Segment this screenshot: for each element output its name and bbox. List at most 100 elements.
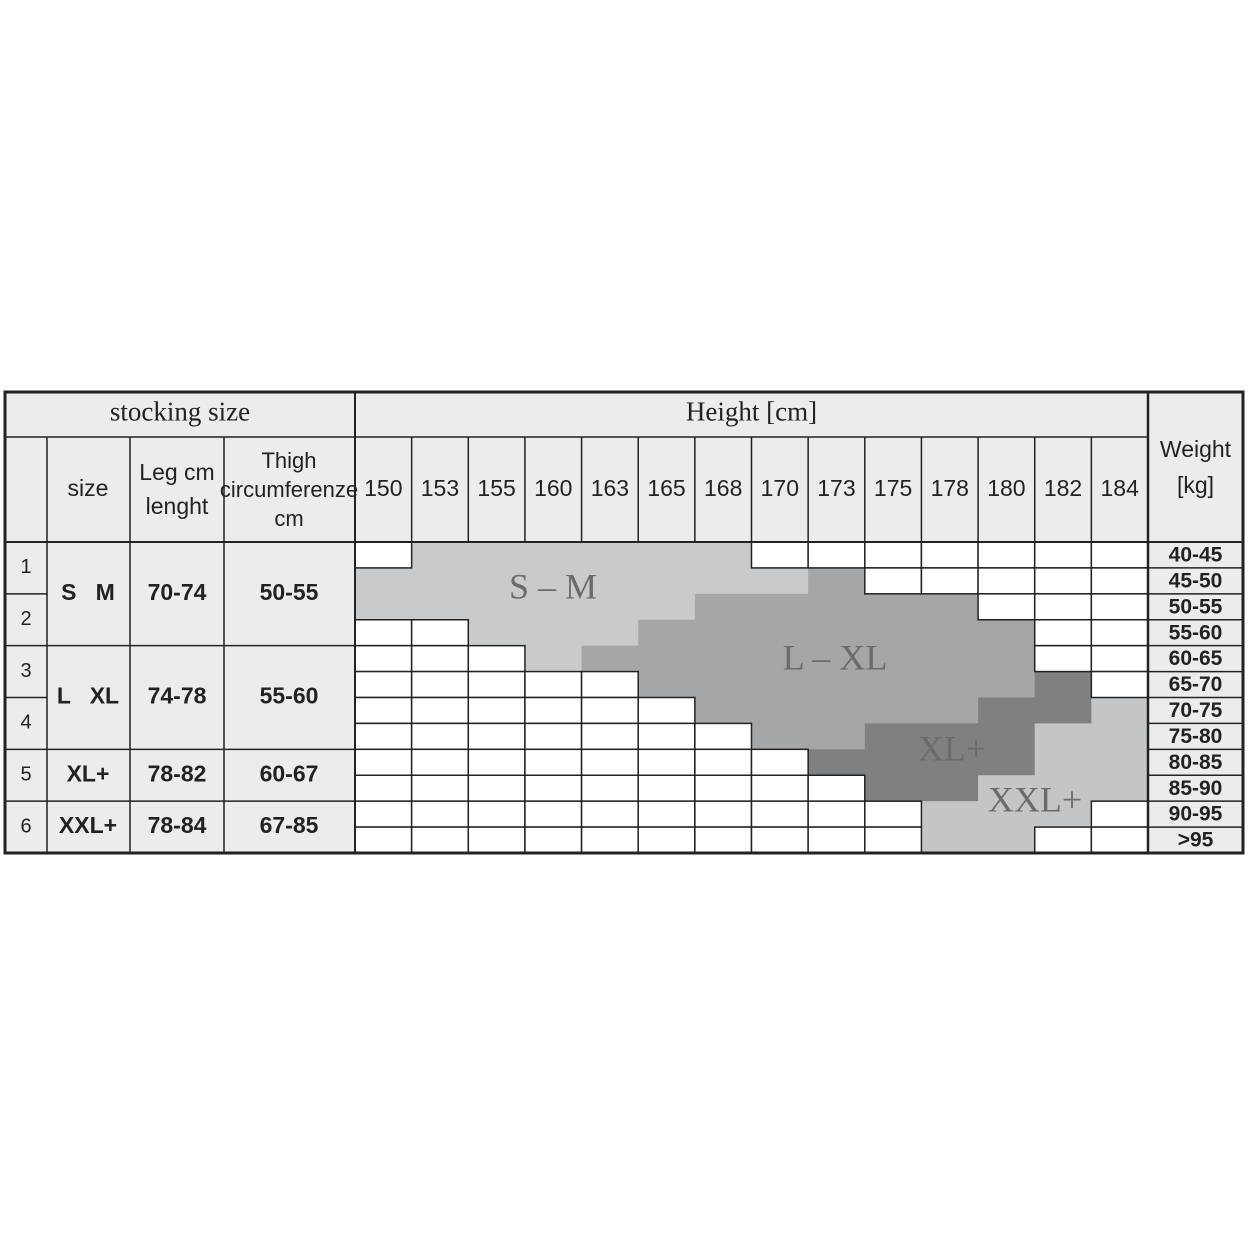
zone-label: XXL+	[988, 779, 1082, 819]
size-name: XXL+	[59, 812, 117, 838]
zone-cell	[978, 619, 1036, 647]
zone-cell	[1034, 749, 1092, 776]
grid-cell	[694, 722, 753, 751]
zone-label: L – XL	[783, 637, 888, 677]
grid-cell	[410, 722, 470, 751]
grid-cell	[410, 774, 470, 802]
grid-cell	[1090, 670, 1149, 699]
left-bg	[5, 392, 355, 853]
leg-length: 74-78	[148, 683, 207, 709]
zone-cell	[1091, 697, 1149, 725]
zone-cell	[581, 619, 639, 647]
grid-cell	[1090, 567, 1149, 595]
grid-cell	[467, 826, 526, 854]
grid-cell	[354, 619, 413, 647]
size-name: L XL	[57, 683, 119, 709]
grid-cell	[580, 774, 639, 802]
grid-cell	[750, 774, 809, 802]
grid-cell	[1090, 541, 1149, 569]
grid-cell	[694, 774, 753, 802]
zone-cell	[468, 593, 526, 621]
weight-label: 75-80	[1169, 725, 1223, 748]
grid-cell	[580, 670, 639, 699]
zone-cell	[978, 723, 1036, 750]
grid-cell	[750, 826, 809, 854]
grid-cell	[580, 722, 639, 751]
column-leg: Leg cm	[139, 459, 214, 485]
grid-cell	[864, 826, 923, 854]
zone-cell	[355, 593, 413, 621]
height-label: 184	[1100, 475, 1139, 501]
zone-cell	[921, 801, 979, 828]
grid-cell	[694, 748, 753, 776]
zone-cell	[864, 645, 923, 673]
weight-label: 45-50	[1169, 569, 1223, 592]
height-label: 178	[931, 475, 969, 501]
weight-label: 40-45	[1169, 544, 1223, 567]
grid-cell	[354, 774, 413, 802]
grid-cell	[864, 541, 923, 569]
grid-cell	[410, 826, 470, 854]
grid-cell	[354, 541, 413, 569]
grid-cell	[977, 541, 1036, 569]
grid-cell	[410, 748, 470, 776]
grid-cell	[524, 800, 583, 828]
zone-cell	[1091, 723, 1149, 750]
zone-cell	[864, 775, 923, 802]
zone-cell	[411, 593, 469, 621]
zone-cell	[468, 567, 526, 595]
zone-cell	[524, 567, 583, 595]
grid-cell	[1033, 619, 1093, 647]
grid-cell	[354, 696, 413, 725]
row-index: 6	[20, 815, 31, 837]
grid-cell	[807, 826, 866, 854]
zone-cell	[751, 567, 809, 595]
zone-cell	[921, 775, 979, 802]
grid-cell	[807, 800, 866, 828]
grid-cell	[467, 670, 526, 699]
zone-cell	[638, 671, 696, 699]
weight-label: 50-55	[1169, 595, 1223, 618]
grid-cell	[1090, 619, 1149, 647]
column-thigh: cm	[274, 506, 303, 531]
grid-cell	[467, 722, 526, 751]
zone-cell	[1034, 801, 1092, 828]
zone-cell	[921, 671, 979, 699]
grid-cell	[637, 826, 696, 854]
zone-cell	[524, 645, 583, 673]
grid-cell	[864, 567, 923, 595]
grid-cell	[1033, 826, 1093, 854]
grid-cell	[467, 696, 526, 725]
outer-frame	[3, 390, 1245, 855]
zone-cell	[808, 749, 866, 776]
zone-cell	[581, 593, 639, 621]
zone-cell	[751, 723, 809, 750]
zone-cell	[581, 645, 639, 673]
zone-cell	[411, 567, 469, 595]
grid-cell	[467, 774, 526, 802]
zone-cell	[808, 723, 866, 750]
weight-label: 85-90	[1169, 777, 1223, 800]
zone-cell	[808, 593, 866, 621]
grid-cell	[354, 748, 413, 776]
grid-cell	[807, 541, 866, 569]
grid-cell	[1090, 644, 1149, 673]
zone-cell	[808, 619, 866, 647]
zone-cell	[864, 749, 923, 776]
grid-cell	[750, 541, 809, 569]
zone-cell	[694, 619, 753, 647]
zone-cell	[1091, 775, 1149, 802]
zone-cell	[694, 645, 753, 673]
grid-cell	[410, 696, 470, 725]
grid-cell	[410, 800, 470, 828]
zone-cell	[921, 593, 979, 621]
row-index: 3	[20, 660, 31, 682]
grid-cell	[864, 800, 923, 828]
grid-cell	[354, 670, 413, 699]
thigh-range: 60-67	[260, 760, 319, 786]
zone-cell	[978, 827, 1036, 854]
grid-cell	[1033, 644, 1093, 673]
grid-cell	[694, 800, 753, 828]
grid-cell	[580, 748, 639, 776]
